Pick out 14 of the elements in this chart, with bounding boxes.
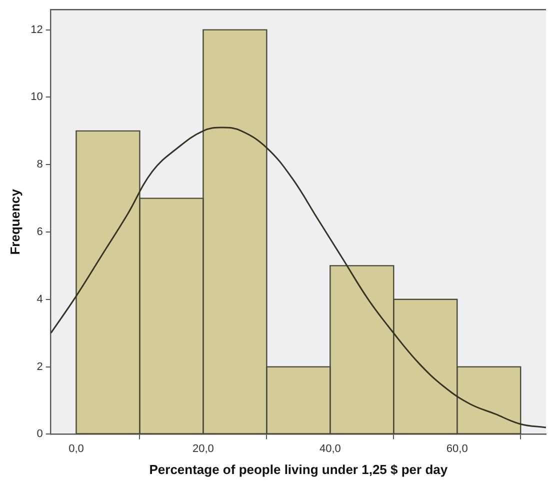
- y-tick-label: 0: [36, 428, 43, 440]
- y-axis-title: Frequency: [7, 188, 22, 255]
- x-tick-label: 40,0: [319, 442, 341, 455]
- x-axis-title: Percentage of people living under 1,25 $ per day: [149, 462, 448, 477]
- x-tick-label: 0,0: [68, 442, 84, 455]
- x-tick-label: 20,0: [192, 442, 214, 455]
- y-tick-label: 2: [36, 360, 43, 373]
- x-tick-label: 60,0: [446, 442, 468, 455]
- y-tick-label: 10: [30, 91, 43, 104]
- line-series: [50, 126, 546, 428]
- y-tick-label: 8: [36, 158, 43, 171]
- y-tick-label: 12: [30, 24, 43, 36]
- y-tick-label: 4: [36, 293, 43, 306]
- y-tick-label: 6: [36, 226, 43, 238]
